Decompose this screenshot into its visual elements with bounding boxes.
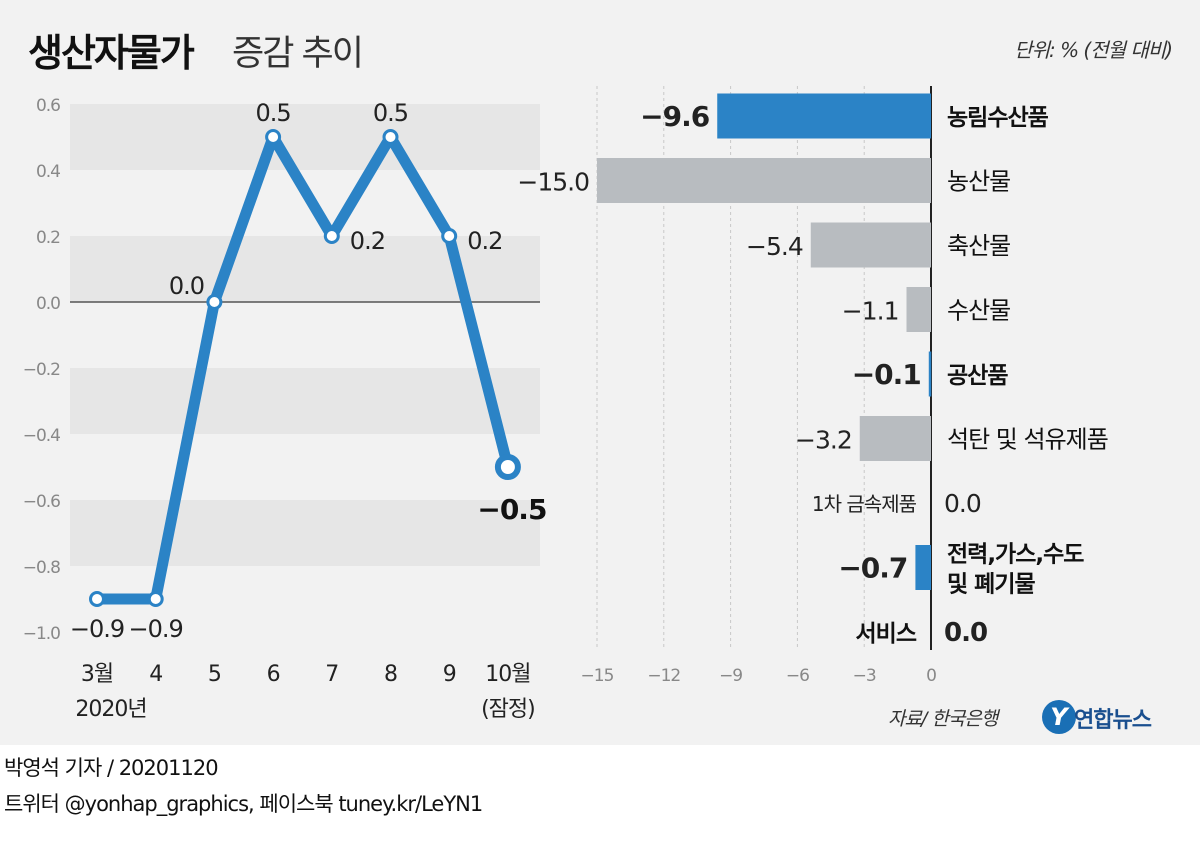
y-tick-label: −1.0 [23,624,60,644]
x-tick-label: 10월 [485,662,530,687]
data-label: 0.0 [169,272,204,300]
data-point [323,228,340,244]
bar-value-label: −3.2 [795,426,852,455]
bar-category-label: 전력,가스,수도 [947,542,1084,568]
y-tick-label: 0.2 [36,228,60,248]
bar-category-label: 1차 금속제품 [812,492,917,516]
x-tick-label: 4 [149,662,162,687]
chart-canvas: 0.6 0.4 0.2 0.0 −0.2 −0.4 −0.6 −0.8 −1.0 3월 2020년4… [23,86,1109,722]
grid-band [70,104,540,170]
bar-value-label: 0.0 [944,618,987,648]
y-tick-label: 0.0 [36,294,60,314]
bar-category-label: 석탄 및 석유제품 [947,426,1108,454]
bar-value-label: −5.4 [746,232,803,261]
social-credit: 트위터 @yonhap_graphics, 페이스북 tuney.kr/LeYN… [4,792,483,816]
y-tick-label: 0.4 [36,162,60,182]
bar-category-label: 서비스 [856,621,917,647]
data-label: 0.2 [467,227,502,255]
bar-category-label: 및 폐기물 [947,572,1035,598]
data-point [265,129,282,145]
bar-value-label: −15.0 [517,168,589,197]
x-tick-label: −6 [786,666,809,686]
x-tick-label: 3월 [81,662,113,687]
data-point [441,228,458,244]
bar-category-label: 축산물 [947,232,1010,260]
bar [906,287,931,332]
data-label: 0.5 [256,99,291,127]
data-label: −0.5 [477,493,546,526]
chart-title: 생산자물가 [28,31,195,75]
x-tick-label: 7 [325,662,338,687]
x-tick-label: −9 [719,666,742,686]
bar-value-label: −1.1 [842,297,899,326]
y-tick-label: 0.6 [36,96,60,116]
grid-band [70,368,540,434]
bar [810,222,931,268]
source-label: 자료/ 한국은행 [888,708,998,730]
data-point [206,294,223,310]
x-tick-label: 9 [443,662,456,687]
yonhap-logo: Y 연합뉴스 [1042,698,1192,736]
yonhap-logo-icon: Y [1042,700,1076,734]
x-tick-label: 0 [926,666,936,686]
bar-value-label: −9.6 [640,100,709,133]
data-label: 0.5 [373,99,408,127]
bar [915,545,931,590]
data-point [147,591,164,607]
x-tick-label: 8 [384,662,397,687]
bar [597,158,931,203]
x-tick-label: −3 [853,666,876,686]
bar-category-label: 공산품 [947,363,1008,389]
data-label: −0.9 [129,615,183,643]
y-tick-label: −0.8 [23,558,60,578]
data-point [89,591,105,607]
bar-category-label: 수산물 [947,297,1010,325]
bar-category-label: 농림수산품 [947,105,1049,131]
data-point [494,454,521,480]
y-tick-label: −0.4 [23,426,60,446]
data-label: −0.9 [70,615,124,643]
x-tick-label: 6 [267,662,280,687]
reporter-credit: 박영석 기자 / 20201120 [4,756,219,780]
data-label: 0.2 [350,227,385,255]
yonhap-logo-text: 연합뉴스 [1074,708,1152,733]
grid-band [70,500,540,566]
bar-value-label: −0.1 [852,358,921,391]
bar [928,351,932,397]
series-line [91,131,514,605]
x-tick-sublabel: (잠정) [481,697,535,722]
y-tick-label: −0.2 [23,360,60,380]
bar [717,93,931,139]
unit-label: 단위: % (전월 대비) [1014,38,1173,62]
data-point [382,129,399,145]
bar-value-label: −0.7 [838,552,907,585]
chart-subtitle: 증감 추이 [232,34,364,74]
x-tick-sublabel: 2020년 [75,697,146,722]
bar-value-label: 0.0 [944,489,981,518]
x-tick-label: −12 [647,666,680,686]
x-tick-label: −15 [581,666,614,686]
y-tick-label: −0.6 [23,492,60,512]
bar-category-label: 농산물 [947,168,1010,196]
x-tick-label: 5 [208,662,221,687]
bar [859,416,931,461]
